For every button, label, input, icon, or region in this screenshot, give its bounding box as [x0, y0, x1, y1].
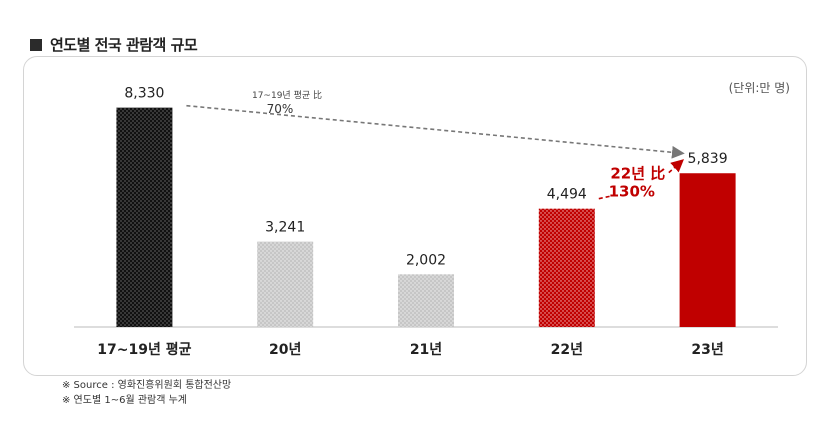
category-label-0: 17~19년 평균: [97, 341, 191, 358]
annotation-arrow-22: [668, 159, 684, 174]
annotation-connector-22: [598, 194, 613, 200]
category-label-1: 20년: [269, 342, 301, 358]
annotation-avg-value: 70%: [267, 102, 294, 116]
annotation-22-value: 130%: [609, 183, 655, 201]
bar-1: [257, 241, 314, 327]
title-square-icon: [30, 38, 42, 51]
value-label-3: 4,494: [547, 187, 587, 203]
footnote-period: ※ 연도별 1~6월 관람객 누계: [62, 395, 187, 406]
bar-3: [538, 208, 595, 327]
annotation-avg-label: 17~19년 평균 比: [252, 89, 322, 101]
bar-4: [679, 173, 736, 327]
value-label-2: 2,002: [406, 252, 446, 268]
chart-title-group: 연도별 전국 관람객 규모: [30, 34, 198, 55]
value-label-4: 5,839: [688, 151, 728, 167]
bar-0: [116, 107, 173, 327]
value-label-0: 8,330: [124, 86, 164, 102]
bar-2: [398, 274, 454, 327]
category-label-2: 21년: [410, 342, 442, 358]
annotation-arrow-avg: [186, 104, 685, 159]
annotation-22-label: 22년 比: [610, 165, 665, 183]
unit-label: (단위:만 명): [729, 81, 790, 95]
footnote-source: ※ Source : 영화진흥위원회 통합전산망: [62, 380, 232, 391]
category-label-4: 23년: [691, 342, 723, 358]
value-label-1: 3,241: [265, 220, 305, 236]
category-label-3: 22년: [551, 342, 583, 358]
chart-title: 연도별 전국 관람객 규모: [50, 36, 198, 54]
footnotes: ※ Source : 영화진흥위원회 통합전산망 ※ 연도별 1~6월 관람객 …: [62, 378, 231, 408]
